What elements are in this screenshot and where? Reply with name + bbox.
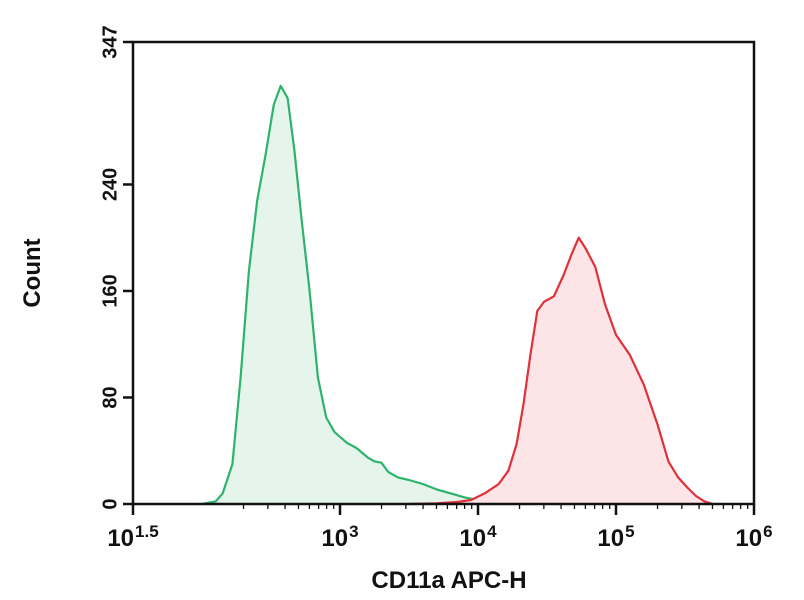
x-tick-label: 104 [459, 522, 497, 552]
series-line-control [201, 84, 520, 506]
x-axis: 101.5 103 104 105 106 [107, 504, 773, 552]
x-tick-label: 103 [321, 522, 358, 552]
y-axis: 0 80 160 240 347 [99, 25, 133, 510]
plot-area [201, 84, 713, 506]
series-area-CD11a [409, 237, 713, 504]
x-tick-label: 105 [597, 522, 634, 552]
y-tick-label: 347 [99, 25, 121, 58]
y-axis-label: Count [19, 238, 46, 307]
x-axis-label: CD11a APC-H [371, 567, 526, 594]
y-tick-label: 0 [99, 498, 121, 509]
y-tick-label: 80 [99, 386, 121, 408]
series-line-CD11a [408, 236, 713, 506]
plot-frame [131, 40, 756, 506]
x-tick-label: 106 [735, 522, 772, 552]
x-tick-label: 101.5 [107, 522, 158, 552]
y-tick-label: 160 [99, 274, 121, 307]
series-area-control [202, 85, 520, 505]
y-tick-label: 240 [99, 168, 121, 201]
